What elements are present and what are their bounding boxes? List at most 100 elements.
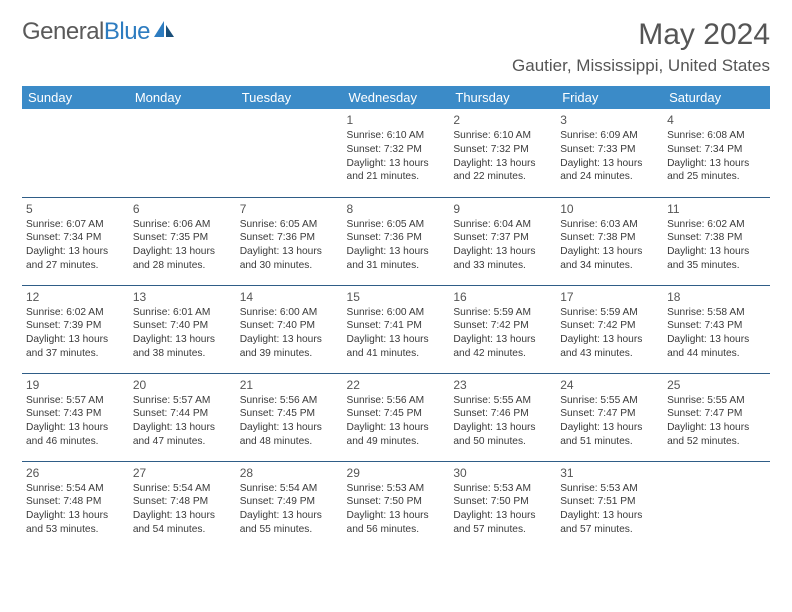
daylight-text: Daylight: 13 hours and 57 minutes. bbox=[453, 509, 552, 537]
sunset-text: Sunset: 7:38 PM bbox=[560, 231, 659, 245]
sunset-text: Sunset: 7:43 PM bbox=[26, 407, 125, 421]
sunset-text: Sunset: 7:48 PM bbox=[26, 495, 125, 509]
day-number: 26 bbox=[26, 465, 125, 481]
calendar-cell bbox=[129, 109, 236, 197]
daylight-text: Daylight: 13 hours and 24 minutes. bbox=[560, 157, 659, 185]
day-number: 7 bbox=[240, 201, 339, 217]
sunrise-text: Sunrise: 5:54 AM bbox=[133, 482, 232, 496]
sunset-text: Sunset: 7:48 PM bbox=[133, 495, 232, 509]
sunset-text: Sunset: 7:41 PM bbox=[347, 319, 446, 333]
calendar-cell: 31Sunrise: 5:53 AMSunset: 7:51 PMDayligh… bbox=[556, 461, 663, 549]
sunset-text: Sunset: 7:34 PM bbox=[667, 143, 766, 157]
calendar-week: 19 Sunrise: 5:57 AM Sunset: 7:43 PM Dayligh… bbox=[22, 373, 770, 461]
calendar-cell: 28Sunrise: 5:54 AMSunset: 7:49 PMDayligh… bbox=[236, 461, 343, 549]
day-number: 1 bbox=[347, 112, 446, 128]
daylight-text: Daylight: 13 hours and 43 minutes. bbox=[560, 333, 659, 361]
day-number: 30 bbox=[453, 465, 552, 481]
daylight-text: Daylight: 13 hours and 55 minutes. bbox=[240, 509, 339, 537]
sunrise-text: Sunrise: 6:05 AM bbox=[240, 218, 339, 232]
calendar-cell: 5Sunrise: 6:07 AMSunset: 7:34 PMDaylight… bbox=[22, 197, 129, 285]
day-number: 3 bbox=[560, 112, 659, 128]
day-number: 18 bbox=[667, 289, 766, 305]
calendar-cell: 9Sunrise: 6:04 AMSunset: 7:37 PMDaylight… bbox=[449, 197, 556, 285]
sunset-text: Sunset: 7:35 PM bbox=[133, 231, 232, 245]
calendar-table: Sunday Monday Tuesday Wednesday Thursday… bbox=[22, 86, 770, 549]
day-header: Wednesday bbox=[343, 86, 450, 109]
day-number: 25 bbox=[667, 377, 766, 393]
calendar-cell: 21Sunrise: 5:56 AMSunset: 7:45 PMDayligh… bbox=[236, 373, 343, 461]
calendar-cell: 29Sunrise: 5:53 AMSunset: 7:50 PMDayligh… bbox=[343, 461, 450, 549]
calendar-cell: 30Sunrise: 5:53 AMSunset: 7:50 PMDayligh… bbox=[449, 461, 556, 549]
daylight-text: Daylight: 13 hours and 39 minutes. bbox=[240, 333, 339, 361]
sunrise-text: Sunrise: 5:57 AM bbox=[133, 394, 232, 408]
calendar-cell bbox=[22, 109, 129, 197]
sunrise-text: Sunrise: 5:54 AM bbox=[26, 482, 125, 496]
sunrise-text: Sunrise: 5:56 AM bbox=[240, 394, 339, 408]
calendar-week: 12Sunrise: 6:02 AMSunset: 7:39 PM Dayligh… bbox=[22, 285, 770, 373]
daylight-text: Daylight: 13 hours and 50 minutes. bbox=[453, 421, 552, 449]
daylight-text: Daylight: 13 hours and 57 minutes. bbox=[560, 509, 659, 537]
calendar-cell: 10Sunrise: 6:03 AMSunset: 7:38 PMDayligh… bbox=[556, 197, 663, 285]
calendar-cell: 27Sunrise: 5:54 AMSunset: 7:48 PMDayligh… bbox=[129, 461, 236, 549]
sunrise-text: Sunrise: 6:02 AM bbox=[26, 306, 125, 320]
day-number: 17 bbox=[560, 289, 659, 305]
sunrise-text: Sunrise: 5:53 AM bbox=[347, 482, 446, 496]
calendar-cell: 13Sunrise: 6:01 AMSunset: 7:40 PMDayligh… bbox=[129, 285, 236, 373]
sunrise-text: Sunrise: 6:01 AM bbox=[133, 306, 232, 320]
calendar-week: 5Sunrise: 6:07 AMSunset: 7:34 PMDaylight… bbox=[22, 197, 770, 285]
daylight-text: Daylight: 13 hours and 53 minutes. bbox=[26, 509, 125, 537]
sunset-text: Sunset: 7:45 PM bbox=[240, 407, 339, 421]
day-number: 24 bbox=[560, 377, 659, 393]
daylight-text: Daylight: 13 hours and 35 minutes. bbox=[667, 245, 766, 273]
sunrise-text: Sunrise: 6:08 AM bbox=[667, 129, 766, 143]
sunset-text: Sunset: 7:42 PM bbox=[453, 319, 552, 333]
daylight-text: Daylight: 13 hours and 38 minutes. bbox=[133, 333, 232, 361]
sunrise-text: Sunrise: 5:59 AM bbox=[560, 306, 659, 320]
calendar-cell: 8Sunrise: 6:05 AMSunset: 7:36 PMDaylight… bbox=[343, 197, 450, 285]
calendar-cell: 23Sunrise: 5:55 AMSunset: 7:46 PMDayligh… bbox=[449, 373, 556, 461]
sunset-text: Sunset: 7:43 PM bbox=[667, 319, 766, 333]
sunset-text: Sunset: 7:47 PM bbox=[667, 407, 766, 421]
sunrise-text: Sunrise: 6:02 AM bbox=[667, 218, 766, 232]
daylight-text: Daylight: 13 hours and 54 minutes. bbox=[133, 509, 232, 537]
sunrise-text: Sunrise: 6:09 AM bbox=[560, 129, 659, 143]
daylight-text: Daylight: 13 hours and 22 minutes. bbox=[453, 157, 552, 185]
calendar-cell: 6Sunrise: 6:06 AMSunset: 7:35 PMDaylight… bbox=[129, 197, 236, 285]
sunrise-text: Sunrise: 5:58 AM bbox=[667, 306, 766, 320]
calendar-cell: 7Sunrise: 6:05 AMSunset: 7:36 PMDaylight… bbox=[236, 197, 343, 285]
day-number: 12 bbox=[26, 289, 125, 305]
sunset-text: Sunset: 7:32 PM bbox=[453, 143, 552, 157]
title-block: May 2024 Gautier, Mississippi, United St… bbox=[512, 18, 770, 76]
day-header: Tuesday bbox=[236, 86, 343, 109]
daylight-text: Daylight: 13 hours and 21 minutes. bbox=[347, 157, 446, 185]
logo: GeneralBlue bbox=[22, 18, 178, 46]
sunrise-text: Sunrise: 6:00 AM bbox=[240, 306, 339, 320]
daylight-text: Daylight: 13 hours and 41 minutes. bbox=[347, 333, 446, 361]
sunrise-text: Sunrise: 5:53 AM bbox=[560, 482, 659, 496]
sunset-text: Sunset: 7:39 PM bbox=[26, 319, 125, 333]
day-number: 9 bbox=[453, 201, 552, 217]
daylight-text: Daylight: 13 hours and 56 minutes. bbox=[347, 509, 446, 537]
sunset-text: Sunset: 7:32 PM bbox=[347, 143, 446, 157]
daylight-text: Daylight: 13 hours and 44 minutes. bbox=[667, 333, 766, 361]
day-header: Friday bbox=[556, 86, 663, 109]
daylight-text: Daylight: 13 hours and 48 minutes. bbox=[240, 421, 339, 449]
daylight-text: Daylight: 13 hours and 25 minutes. bbox=[667, 157, 766, 185]
sunset-text: Sunset: 7:45 PM bbox=[347, 407, 446, 421]
sunset-text: Sunset: 7:50 PM bbox=[453, 495, 552, 509]
sunrise-text: Sunrise: 6:10 AM bbox=[347, 129, 446, 143]
day-number: 5 bbox=[26, 201, 125, 217]
calendar-cell: 20Sunrise: 5:57 AMSunset: 7:44 PMDayligh… bbox=[129, 373, 236, 461]
day-number: 19 bbox=[26, 377, 125, 393]
logo-text-blue: Blue bbox=[104, 18, 150, 46]
sunrise-text: Sunrise: 5:53 AM bbox=[453, 482, 552, 496]
daylight-text: Daylight: 13 hours and 52 minutes. bbox=[667, 421, 766, 449]
sunset-text: Sunset: 7:37 PM bbox=[453, 231, 552, 245]
calendar-cell: 14Sunrise: 6:00 AMSunset: 7:40 PMDayligh… bbox=[236, 285, 343, 373]
sunset-text: Sunset: 7:44 PM bbox=[133, 407, 232, 421]
logo-sail-icon bbox=[152, 18, 178, 46]
calendar-cell: 3Sunrise: 6:09 AMSunset: 7:33 PMDaylight… bbox=[556, 109, 663, 197]
day-number: 16 bbox=[453, 289, 552, 305]
calendar-cell: 12Sunrise: 6:02 AMSunset: 7:39 PMDayligh… bbox=[22, 285, 129, 373]
sunrise-text: Sunrise: 6:03 AM bbox=[560, 218, 659, 232]
